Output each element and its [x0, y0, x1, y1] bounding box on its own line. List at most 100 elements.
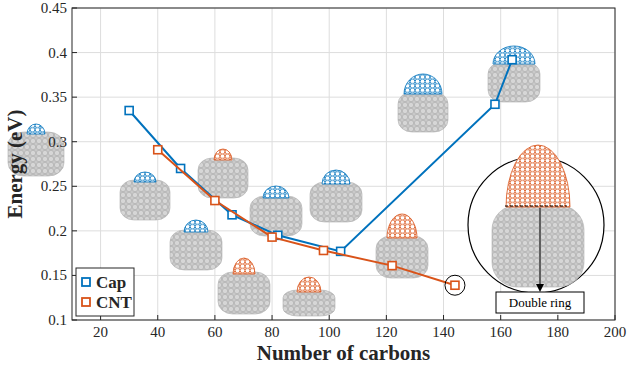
- y-tick: [72, 141, 77, 142]
- carbon-cap: [322, 170, 350, 184]
- carbon-cap: [493, 46, 535, 64]
- y-tick: [72, 97, 77, 98]
- y-tick: [72, 52, 77, 53]
- x-tick-label: 180: [547, 324, 570, 340]
- nanoparticle: [218, 272, 270, 314]
- particle: [283, 277, 335, 316]
- nanoparticle: [376, 236, 428, 278]
- x-tick: [214, 315, 215, 320]
- marker: [125, 107, 133, 115]
- marker: [268, 233, 276, 241]
- annotation-arrow: [540, 208, 541, 290]
- particle: [170, 220, 222, 270]
- x-tick-label: 20: [93, 324, 108, 340]
- y-tick-label: 0.45: [41, 0, 67, 16]
- nanoparticle: [170, 230, 222, 270]
- y-tick-label: 0.2: [48, 223, 67, 239]
- annotation: Double ring: [496, 292, 584, 313]
- x-tick: [615, 315, 616, 320]
- carbon-cap: [404, 74, 442, 94]
- particle: [218, 258, 270, 314]
- y-tick-label: 0.4: [48, 45, 67, 61]
- carbon-cap: [233, 258, 255, 274]
- marker: [508, 56, 516, 64]
- legend-marker: [82, 298, 90, 306]
- particle: [488, 46, 540, 102]
- nanoparticle: [492, 205, 584, 287]
- y-tick-label: 0.15: [41, 267, 67, 283]
- y-tick: [72, 230, 77, 231]
- nanoparticle: [120, 180, 170, 220]
- y-tick: [72, 186, 77, 187]
- series-line: [158, 150, 455, 285]
- marker: [491, 100, 499, 108]
- x-grid-line: [443, 8, 444, 320]
- plot-frame: [72, 8, 615, 320]
- marker: [211, 197, 219, 205]
- x-grid-line: [329, 8, 330, 320]
- marker: [319, 246, 327, 254]
- y-grid-line: [72, 141, 615, 142]
- particle: [492, 145, 584, 287]
- carbon-cap: [297, 277, 321, 292]
- particle: [120, 172, 170, 220]
- x-tick: [272, 315, 273, 320]
- x-tick-label: 40: [150, 324, 165, 340]
- x-tick: [500, 315, 501, 320]
- plot-bg: [72, 8, 615, 320]
- marker: [451, 281, 459, 289]
- nanoparticle: [310, 182, 362, 222]
- x-tick: [157, 315, 158, 320]
- y-tick: [72, 320, 77, 321]
- annotation-box: [496, 292, 584, 313]
- chart: 20 40 60 80 100 120 140 160 180 200 0.1 0.15 0.2 0.25…: [0, 0, 633, 376]
- carbon-cap: [214, 149, 232, 160]
- x-tick: [443, 315, 444, 320]
- nanoparticle: [250, 196, 302, 236]
- marker: [154, 146, 162, 154]
- carbon-cap: [27, 124, 45, 134]
- marker: [388, 262, 396, 270]
- x-tick: [386, 315, 387, 320]
- x-grid-line: [272, 8, 273, 320]
- y-tick: [72, 8, 77, 9]
- carbon-cap: [263, 186, 289, 198]
- x-tick-label: 140: [432, 324, 455, 340]
- x-tick-label: 100: [318, 324, 341, 340]
- data: [125, 56, 516, 290]
- highlight-circle: [445, 275, 465, 295]
- double-ring-line: [505, 206, 567, 207]
- legend: CapCNT: [76, 268, 134, 316]
- legend-label: CNT: [96, 293, 133, 312]
- x-tick-label: 160: [489, 324, 512, 340]
- y-tick-label: 0.3: [48, 134, 67, 150]
- particle-illustrations: [8, 46, 604, 316]
- series-line: [129, 60, 512, 252]
- x-grid-line: [157, 8, 158, 320]
- legend-marker: [82, 278, 90, 286]
- legend-label: Cap: [96, 273, 126, 292]
- nanoparticle: [398, 92, 448, 132]
- y-tick-label: 0.1: [48, 312, 67, 328]
- x-tick-label: 200: [604, 324, 627, 340]
- particle: [310, 170, 362, 222]
- y-grid-line: [72, 52, 615, 53]
- annotation-text: Double ring: [509, 295, 572, 310]
- legend-box: [76, 268, 134, 316]
- x-axis-label: Number of carbons: [257, 341, 430, 365]
- grid: [72, 8, 615, 320]
- nanoparticle: [283, 290, 335, 316]
- y-tick-label: 0.25: [41, 178, 67, 194]
- carbon-cap: [387, 214, 417, 238]
- x-tick-label: 80: [265, 324, 280, 340]
- carbon-cap: [506, 145, 570, 207]
- x-tick-label: 60: [207, 324, 222, 340]
- x-tick-label: 120: [375, 324, 398, 340]
- arrow-head: [536, 284, 544, 292]
- y-tick-label: 0.35: [41, 89, 67, 105]
- y-axis-label: Energy (eV): [3, 109, 27, 218]
- carbon-cap: [184, 220, 208, 232]
- nanoparticle: [488, 62, 540, 102]
- x-tick: [329, 315, 330, 320]
- x-tick: [557, 315, 558, 320]
